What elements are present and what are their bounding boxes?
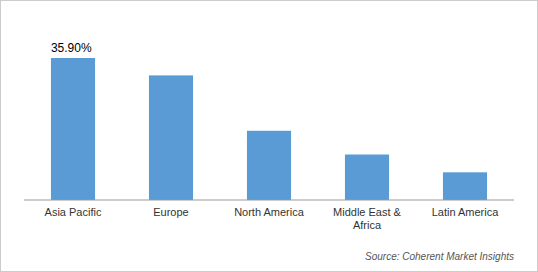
- bars: [51, 58, 487, 200]
- x-tick-label-line: Latin America: [432, 206, 500, 218]
- x-tick-label: Middle East &Africa: [333, 206, 402, 231]
- x-tick-label-line: North America: [234, 206, 305, 218]
- x-axis-line: [24, 200, 514, 201]
- bar: [443, 172, 487, 200]
- x-tick-label: Europe: [153, 206, 188, 218]
- x-tick-label-line: Middle East &: [333, 206, 402, 218]
- bar: [51, 58, 95, 200]
- bar: [149, 75, 193, 200]
- bar: [247, 131, 291, 200]
- x-tick-label: Asia Pacific: [45, 206, 102, 218]
- x-tick-label: North America: [234, 206, 305, 218]
- annotation: 35.90%: [51, 41, 92, 55]
- x-tick-label-line: Asia Pacific: [45, 206, 102, 218]
- x-tick-label-line: Europe: [153, 206, 188, 218]
- x-tick-label-line: Africa: [353, 219, 382, 231]
- bar: [345, 155, 389, 200]
- figure-border: [1, 1, 538, 272]
- source-text: Source: Coherent Market Insights: [365, 251, 514, 262]
- x-tick-label: Latin America: [432, 206, 500, 218]
- chart-svg: Asia Pacific Europe North America Middle Ea…: [0, 0, 538, 272]
- chart-container: Asia Pacific Europe North America Middle Ea…: [0, 0, 538, 272]
